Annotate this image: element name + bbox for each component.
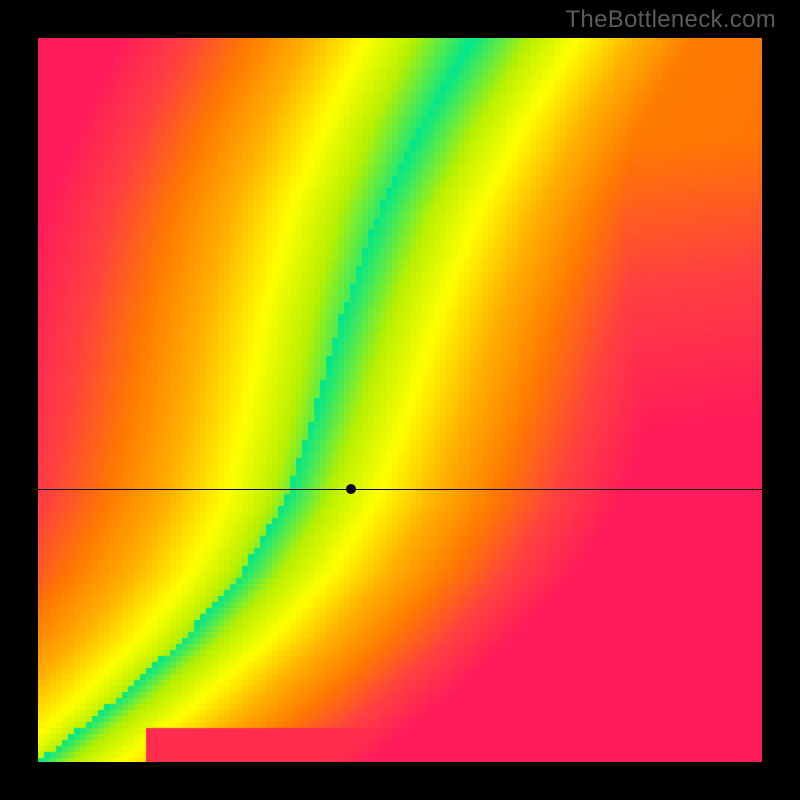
crosshair-marker (346, 484, 356, 494)
crosshair-horizontal (38, 489, 762, 490)
heatmap-plot (38, 38, 762, 762)
heatmap-canvas (38, 38, 762, 762)
watermark-text: TheBottleneck.com (565, 6, 776, 34)
